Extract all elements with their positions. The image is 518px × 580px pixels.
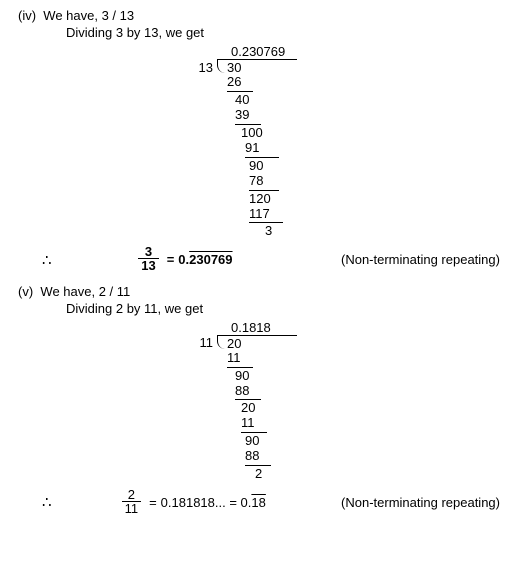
result-value-v: 0.181818... = 0.18 [161,495,266,510]
division-step: 11 [227,351,329,366]
therefore-symbol-v: ∴ [18,493,90,511]
result-v: 2 11 = 0.181818... = 0.18 [118,488,266,516]
division-step: 3 [227,224,329,239]
dividend-iv: 30 [217,59,297,75]
division-step: 20 [227,401,329,416]
division-step: 11 [227,416,329,431]
note-v: (Non-terminating repeating) [321,495,500,510]
conclusion-v: ∴ 2 11 = 0.181818... = 0.18 (Non-termina… [18,488,500,516]
division-step: 78 [227,174,329,189]
part-v-have: We have, 2 / 11 [40,284,130,299]
division-step: 117 [227,207,329,222]
division-step: 90 [227,159,329,174]
divisor-iv: 13 [189,60,217,75]
division-step: 100 [227,126,329,141]
part-v-header: (v) We have, 2 / 11 [18,284,500,299]
division-step: 88 [227,384,329,399]
part-iv-header: (iv) We have, 3 / 13 [18,8,500,23]
therefore-symbol-iv: ∴ [18,251,90,269]
result-value-iv: 0.230769 [178,252,232,267]
conclusion-iv: ∴ 3 13 = 0.230769 (Non-terminating repea… [18,245,500,273]
part-v-dividing: Dividing 2 by 11, we get [66,301,500,316]
division-step: 26 [227,75,329,90]
long-division-iv: 0.230769 13 30 26 4039 10091 9078 120117 3 [189,44,329,239]
result-iv: 3 13 = 0.230769 [134,245,232,273]
equals-v: = [149,495,157,510]
division-step: 88 [227,449,329,464]
division-step: 40 [227,93,329,108]
steps-v: 119088201190882 [227,351,329,483]
math-worked-solutions: (iv) We have, 3 / 13 Dividing 3 by 13, w… [0,0,518,524]
division-line-v: 11 20 [189,335,329,351]
division-step: 2 [227,467,329,482]
division-step: 120 [227,192,329,207]
division-step: 90 [227,369,329,384]
quotient-v: 0.1818 [189,320,329,335]
divisor-v: 11 [189,335,217,350]
part-iv-label: (iv) [18,8,36,23]
fraction-v: 2 11 [122,488,142,516]
long-division-v: 0.1818 11 20 119088201190882 [189,320,329,483]
division-step: 39 [227,108,329,123]
steps-iv: 26 4039 10091 9078 120117 3 [227,75,329,239]
note-iv: (Non-terminating repeating) [321,252,500,267]
division-step: 91 [227,141,329,156]
division-line-iv: 13 30 [189,59,329,75]
equals-iv: = [167,252,175,267]
part-iv-have: We have, 3 / 13 [43,8,134,23]
quotient-iv: 0.230769 [189,44,329,59]
fraction-iv: 3 13 [138,245,158,273]
part-v-label: (v) [18,284,33,299]
division-step: 90 [227,434,329,449]
dividend-v: 20 [217,335,297,351]
part-iv-dividing: Dividing 3 by 13, we get [66,25,500,40]
